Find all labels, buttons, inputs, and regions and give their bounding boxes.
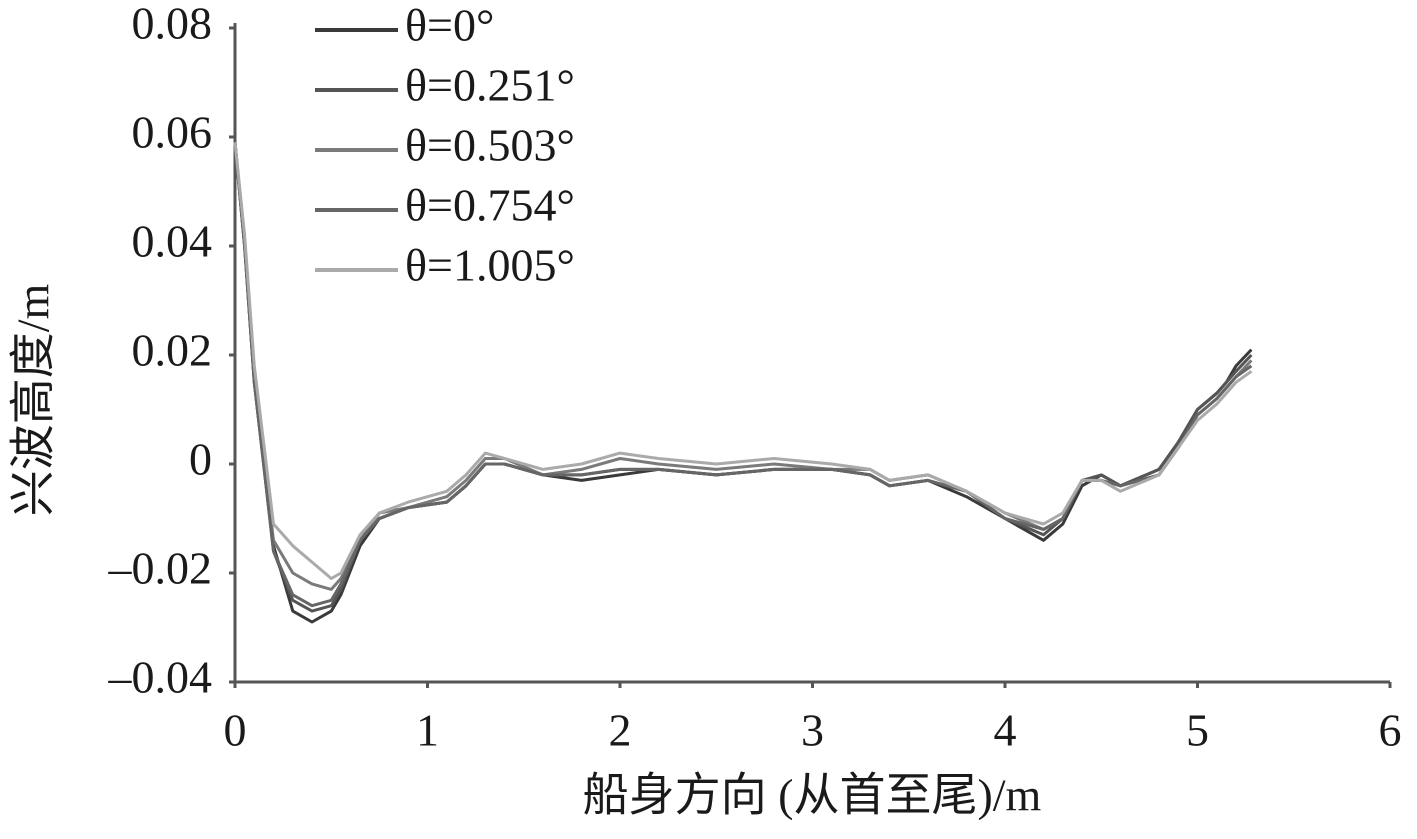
y-tick-label: 0.08 (132, 0, 213, 49)
y-tick-label: 0.02 (132, 325, 213, 376)
x-axis-label: 船身方向 (从首至尾)/m (583, 770, 1042, 821)
series-line (233, 142, 1253, 608)
series-line (233, 142, 1253, 613)
x-tick-label: 0 (224, 705, 247, 756)
x-tick-label: 3 (801, 705, 824, 756)
legend-label: θ=0° (405, 0, 494, 51)
series-line (233, 142, 1253, 580)
y-axis-label: 兴波高度/m (8, 284, 59, 517)
x-tick-label: 2 (609, 705, 632, 756)
legend-label: θ=0.251° (405, 60, 575, 111)
x-tick-label: 4 (994, 705, 1017, 756)
y-tick-label: 0.06 (132, 107, 213, 158)
y-tick-label: –0.04 (108, 652, 213, 703)
x-tick-label: 6 (1379, 705, 1402, 756)
legend-label: θ=0.503° (405, 120, 575, 171)
x-tick-label: 5 (1186, 705, 1209, 756)
y-tick-label: –0.02 (108, 543, 213, 594)
series-line (233, 142, 1253, 624)
legend-label: θ=1.005° (405, 240, 575, 291)
x-tick-label: 1 (416, 705, 439, 756)
legend-label: θ=0.754° (405, 180, 575, 231)
y-tick-label: 0.04 (132, 216, 213, 267)
y-tick-label: 0 (189, 434, 212, 485)
